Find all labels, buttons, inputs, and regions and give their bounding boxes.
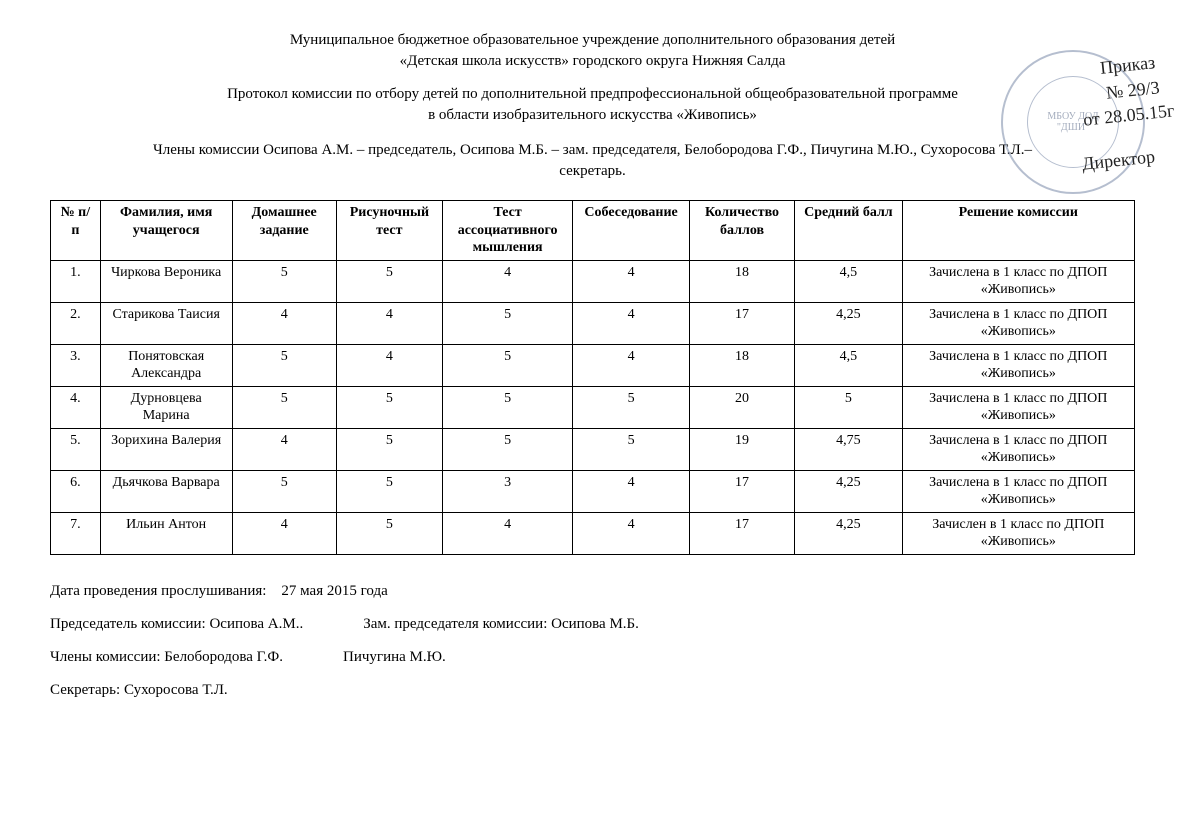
cell-drawing: 5 [336,428,442,470]
col-header-total: Количество баллов [689,201,794,261]
cell-total: 17 [689,302,794,344]
cell-average: 4,25 [795,302,902,344]
col-header-decision: Решение комиссии [902,201,1134,261]
cell-homework: 5 [232,386,336,428]
cell-average: 4,75 [795,428,902,470]
cell-number: 6. [51,470,101,512]
col-header-name: Фамилия, имя учащегося [100,201,232,261]
committee-line-1: Члены комиссии Осипова А.М. – председате… [50,140,1135,161]
cell-interview: 5 [573,428,690,470]
cell-assoc: 5 [442,386,572,428]
cell-drawing: 4 [336,344,442,386]
header-line-2: «Детская школа искусств» городского окру… [50,51,1135,72]
cell-decision: Зачислена в 1 класс по ДПОП «Живопись» [902,386,1134,428]
secretary-label: Секретарь: Сухоросова Т.Л. [50,674,1135,707]
cell-homework: 5 [232,470,336,512]
cell-decision: Зачислена в 1 класс по ДПОП «Живопись» [902,470,1134,512]
header-line-1: Муниципальное бюджетное образовательное … [50,30,1135,51]
document-header: Муниципальное бюджетное образовательное … [50,30,1135,126]
cell-interview: 4 [573,512,690,554]
header-line-3: Протокол комиссии по отбору детей по доп… [50,84,1135,105]
member-2: Пичугина М.Ю. [343,641,446,674]
table-row: 1.Чиркова Вероника5544184,5Зачислена в 1… [51,260,1135,302]
cell-average: 4,25 [795,470,902,512]
cell-total: 19 [689,428,794,470]
cell-total: 18 [689,260,794,302]
cell-drawing: 5 [336,470,442,512]
cell-homework: 4 [232,512,336,554]
cell-interview: 4 [573,260,690,302]
cell-average: 4,5 [795,344,902,386]
date-label: Дата проведения прослушивания: [50,583,266,599]
cell-decision: Зачислена в 1 класс по ДПОП «Живопись» [902,260,1134,302]
cell-number: 5. [51,428,101,470]
table-row: 4.Дурновцева Марина5555205Зачислена в 1 … [51,386,1135,428]
cell-name: Зорихина Валерия [100,428,232,470]
cell-interview: 5 [573,386,690,428]
vice-chair-label: Зам. председателя комиссии: Осипова М.Б. [363,608,639,641]
committee-line-2: секретарь. [50,161,1135,182]
col-header-interview: Собеседование [573,201,690,261]
cell-number: 1. [51,260,101,302]
date-value: 27 мая 2015 года [281,583,387,599]
chair-label: Председатель комиссии: Осипова А.М.. [50,608,303,641]
table-row: 2.Старикова Таисия4454174,25Зачислена в … [51,302,1135,344]
cell-total: 18 [689,344,794,386]
cell-interview: 4 [573,302,690,344]
cell-number: 2. [51,302,101,344]
table-row: 7.Ильин Антон4544174,25Зачислен в 1 клас… [51,512,1135,554]
cell-drawing: 5 [336,512,442,554]
cell-homework: 4 [232,428,336,470]
cell-name: Дурновцева Марина [100,386,232,428]
cell-decision: Зачислен в 1 класс по ДПОП «Живопись» [902,512,1134,554]
cell-interview: 4 [573,344,690,386]
col-header-average: Средний балл [795,201,902,261]
col-header-number: № п/п [51,201,101,261]
table-header-row: № п/п Фамилия, имя учащегося Домашнее за… [51,201,1135,261]
cell-number: 3. [51,344,101,386]
header-line-4: в области изобразительного искусства «Жи… [50,105,1135,126]
cell-interview: 4 [573,470,690,512]
cell-name: Старикова Таисия [100,302,232,344]
cell-average: 4,25 [795,512,902,554]
col-header-drawing: Рисуночный тест [336,201,442,261]
cell-total: 17 [689,512,794,554]
cell-assoc: 5 [442,302,572,344]
cell-drawing: 4 [336,302,442,344]
members-label: Члены комиссии: Белобородова Г.Ф. [50,641,283,674]
cell-homework: 5 [232,344,336,386]
table-row: 3.Понятовская Александра5454184,5Зачисле… [51,344,1135,386]
cell-drawing: 5 [336,260,442,302]
cell-assoc: 4 [442,260,572,302]
col-header-homework: Домашнее задание [232,201,336,261]
cell-name: Ильин Антон [100,512,232,554]
cell-decision: Зачислена в 1 класс по ДПОП «Живопись» [902,302,1134,344]
cell-decision: Зачислена в 1 класс по ДПОП «Живопись» [902,344,1134,386]
cell-assoc: 3 [442,470,572,512]
cell-homework: 4 [232,302,336,344]
results-table: № п/п Фамилия, имя учащегося Домашнее за… [50,200,1135,555]
cell-decision: Зачислена в 1 класс по ДПОП «Живопись» [902,428,1134,470]
cell-average: 4,5 [795,260,902,302]
committee-members: Члены комиссии Осипова А.М. – председате… [50,140,1135,182]
cell-total: 17 [689,470,794,512]
table-row: 6.Дьячкова Варвара5534174,25Зачислена в … [51,470,1135,512]
cell-homework: 5 [232,260,336,302]
cell-name: Чиркова Вероника [100,260,232,302]
table-row: 5.Зорихина Валерия4555194,75Зачислена в … [51,428,1135,470]
cell-assoc: 4 [442,512,572,554]
cell-drawing: 5 [336,386,442,428]
document-footer: Дата проведения прослушивания: 27 мая 20… [50,575,1135,707]
cell-name: Дьячкова Варвара [100,470,232,512]
cell-assoc: 5 [442,428,572,470]
cell-average: 5 [795,386,902,428]
cell-number: 4. [51,386,101,428]
cell-number: 7. [51,512,101,554]
cell-name: Понятовская Александра [100,344,232,386]
cell-total: 20 [689,386,794,428]
col-header-assoc: Тест ассоциативного мышления [442,201,572,261]
cell-assoc: 5 [442,344,572,386]
